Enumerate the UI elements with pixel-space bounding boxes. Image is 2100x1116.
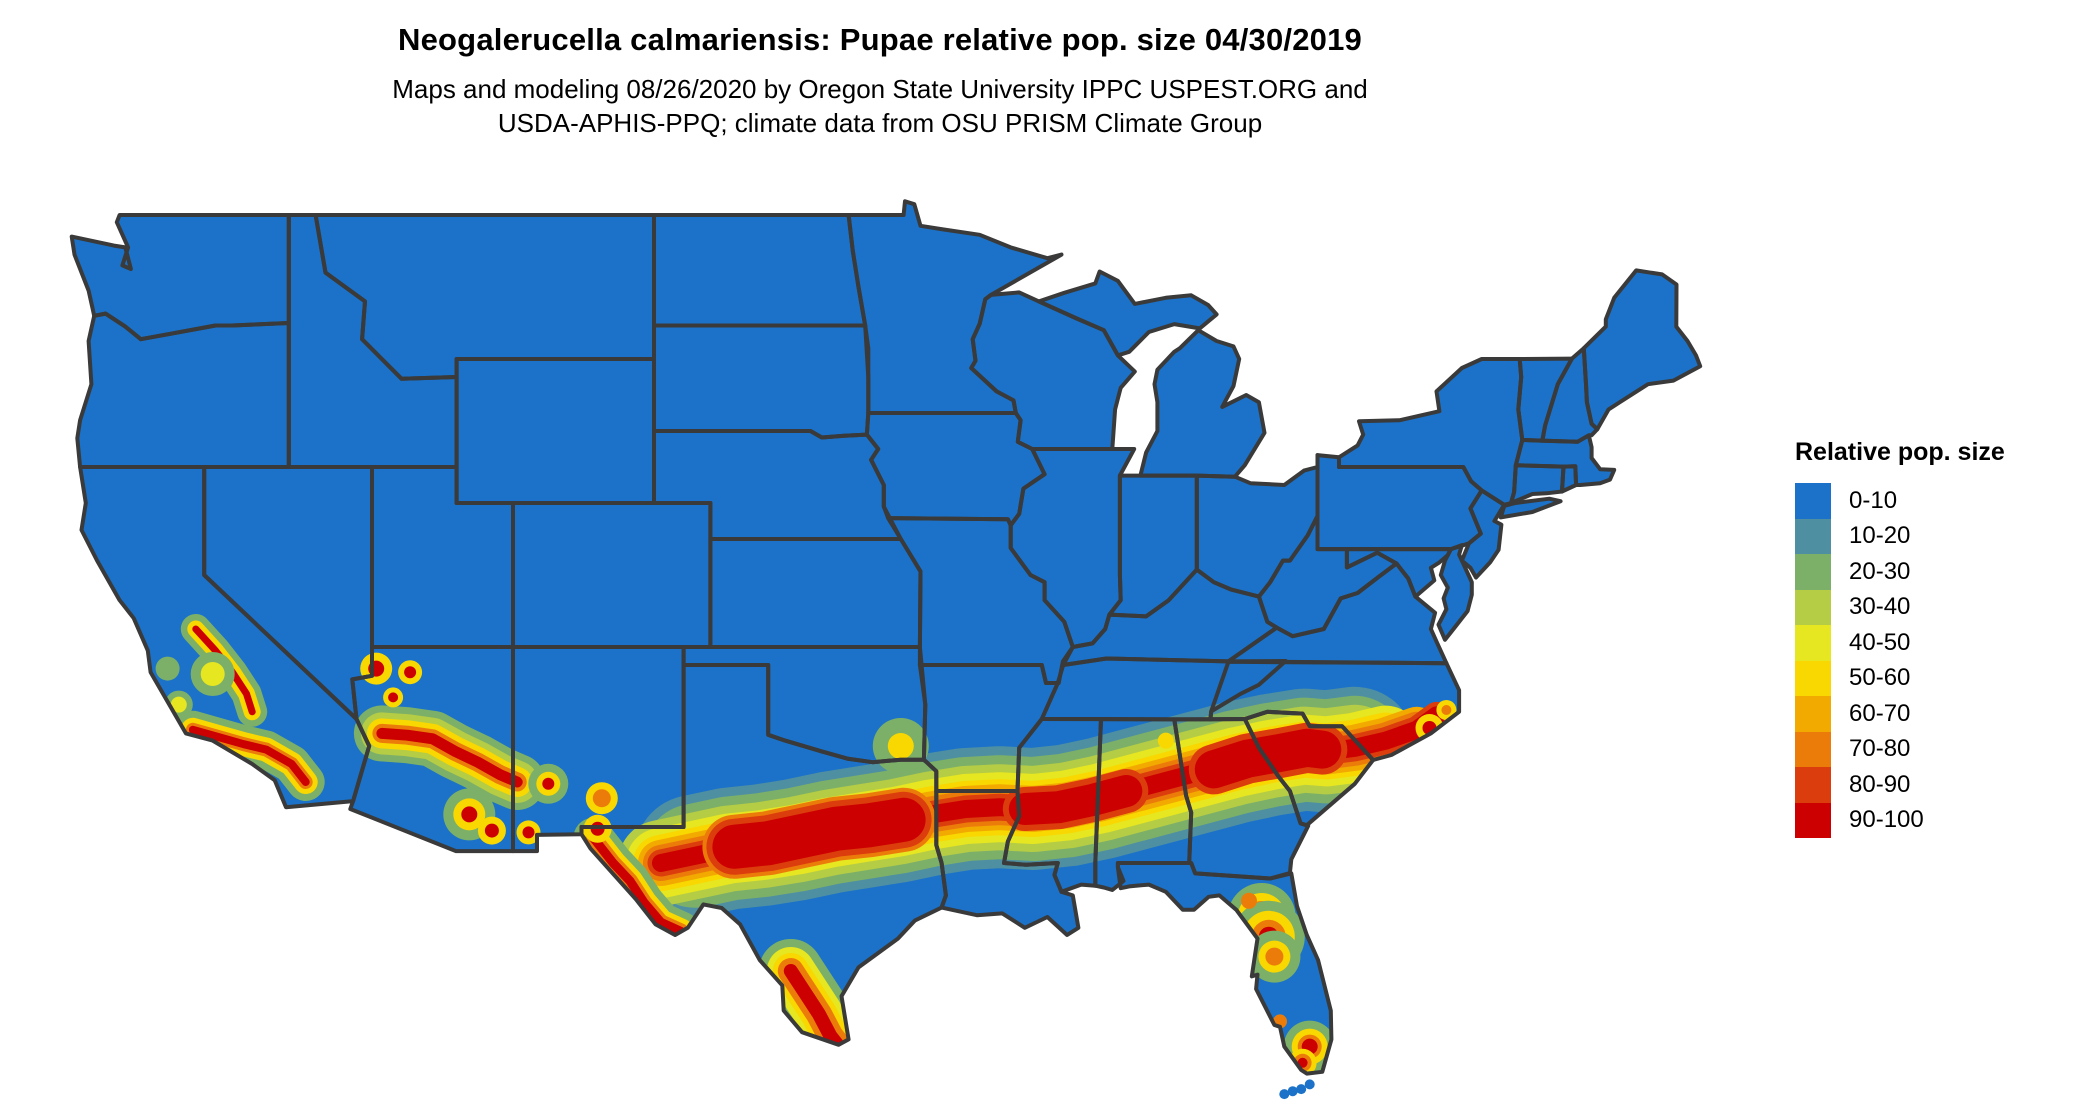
state-ct [1511, 465, 1564, 503]
legend-item: 80-90 [1795, 767, 2005, 803]
legend-swatch [1795, 518, 1831, 554]
legend-item-label: 0-10 [1849, 486, 1898, 514]
state-fills [71, 201, 1701, 1074]
state-ny [1339, 359, 1561, 518]
legend-item-label: 30-40 [1849, 593, 1911, 621]
state-oh [1196, 455, 1318, 597]
legend-item: 40-50 [1795, 625, 2005, 661]
heat-raster [155, 614, 1457, 1074]
state-mi [1038, 271, 1265, 477]
state-va [1228, 563, 1447, 664]
legend-title: Relative pop. size [1795, 438, 2005, 466]
state-ok [683, 647, 926, 763]
state-or [77, 313, 289, 467]
legend-item-label: 10-20 [1849, 522, 1911, 550]
legend-item: 90-100 [1795, 802, 2005, 838]
legend-item-label: 50-60 [1849, 664, 1911, 692]
state-wi [971, 292, 1135, 449]
legend-item: 70-80 [1795, 731, 2005, 767]
state-ne [654, 431, 901, 539]
legend-item-label: 70-80 [1849, 735, 1911, 763]
legend-item-label: 80-90 [1849, 770, 1911, 798]
map-header: Neogalerucella calmariensis: Pupae relat… [0, 22, 1760, 140]
state-sd [654, 325, 869, 438]
legend-swatch [1795, 767, 1831, 803]
legend-swatch [1795, 696, 1831, 732]
state-il [1010, 449, 1135, 647]
state-ky [1063, 569, 1277, 665]
legend-item: 60-70 [1795, 696, 2005, 732]
state-pa [1317, 455, 1482, 550]
legend-swatch [1795, 802, 1831, 838]
legend-item: 50-60 [1795, 660, 2005, 696]
legend-item-label: 60-70 [1849, 699, 1911, 727]
state-mn [848, 201, 1062, 413]
legend-items: 0-10 10-20 20-30 30-40 40-50 50-60 60-70 70-80 8… [1795, 483, 2005, 838]
state-wa [71, 215, 289, 340]
legend-item: 20-30 [1795, 554, 2005, 590]
state-ut [372, 467, 513, 647]
state-wv [1258, 516, 1397, 637]
state-in [1109, 475, 1197, 617]
legend-swatch [1795, 589, 1831, 625]
legend-item-label: 90-100 [1849, 806, 1924, 834]
state-mt [315, 215, 654, 379]
legend-swatch [1795, 554, 1831, 590]
state-ca [80, 467, 370, 808]
state-mo [888, 518, 1073, 683]
florida-keys [1279, 1079, 1315, 1100]
map-subtitle-line1: Maps and modeling 08/26/2020 by Oregon S… [392, 74, 1368, 104]
legend-swatch [1795, 625, 1831, 661]
map-title: Neogalerucella calmariensis: Pupae relat… [398, 22, 1362, 57]
state-ia [866, 413, 1045, 526]
map-subtitle-line2: USDA-APHIS-PPQ; climate data from OSU PR… [497, 108, 1263, 138]
legend-item-label: 20-30 [1849, 557, 1911, 585]
legend-swatch [1795, 483, 1831, 519]
legend-item: 0-10 [1795, 483, 2005, 519]
state-md [1346, 549, 1451, 597]
state-nv [204, 467, 372, 719]
state-nd [654, 215, 866, 326]
state-borders [69, 199, 1703, 1076]
state-ks [710, 539, 921, 647]
state-wy [456, 359, 654, 503]
legend-item-label: 40-50 [1849, 628, 1911, 656]
legend-item: 30-40 [1795, 589, 2005, 625]
legend-swatch [1795, 660, 1831, 696]
map-legend: Relative pop. size 0-10 10-20 20-30 30-40 40… [1795, 438, 2005, 838]
state-me [1583, 270, 1701, 430]
legend-item: 10-20 [1795, 518, 2005, 554]
legend-swatch [1795, 731, 1831, 767]
state-co [513, 503, 711, 647]
